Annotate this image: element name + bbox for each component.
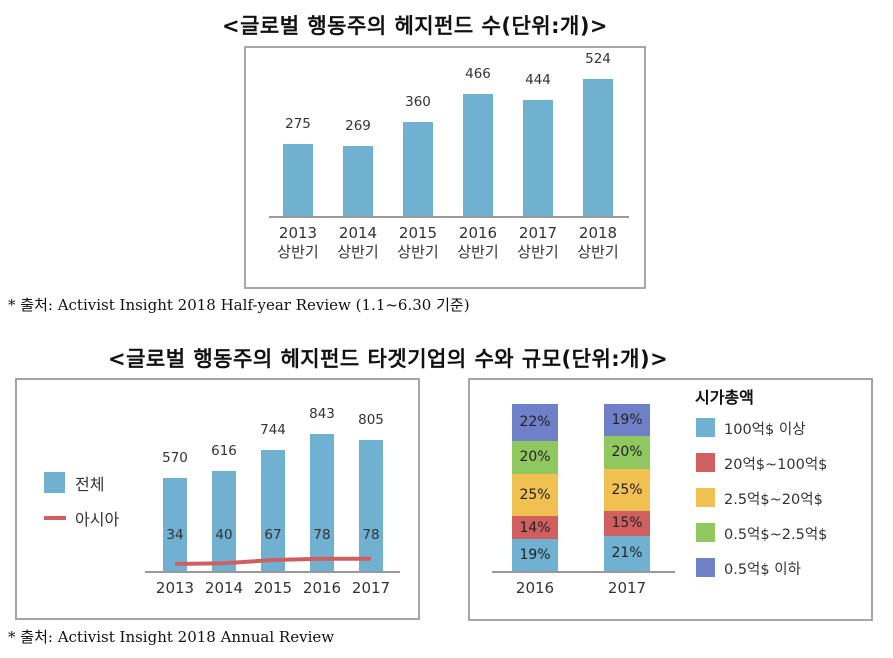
- x-tick: 2013: [155, 579, 195, 597]
- x-tick-year: 2016: [458, 224, 498, 242]
- bar-value-label: 444: [525, 71, 551, 88]
- legend-title: 시가총액: [695, 388, 754, 407]
- bottom-source-note: * 출처: Activist Insight 2018 Annual Revie…: [8, 628, 335, 646]
- top-chart-frame: 275 2013 상반기 269 2014 상반기 360 2015 상반기 466 2016 상반기…: [244, 46, 646, 289]
- x-tick: 2014: [204, 579, 244, 597]
- top-chart-plot: 275 2013 상반기 269 2014 상반기 360 2015 상반기 466 2016 상반기…: [246, 48, 644, 287]
- stack-segment: 20%: [512, 440, 558, 475]
- bar-value-label: 524: [585, 50, 611, 67]
- bar: [283, 144, 313, 216]
- x-tick-year: 2015: [398, 224, 438, 242]
- x-tick-year: 2013: [278, 224, 318, 242]
- bar-value-label: 269: [345, 117, 371, 134]
- x-tick-year: 2017: [518, 224, 558, 242]
- legend-swatch: [696, 453, 715, 472]
- bar-total: [212, 470, 236, 571]
- top-chart-title: <글로벌 행동주의 헤지펀드 수(단위:개)>: [222, 14, 609, 38]
- asia-line: [174, 556, 371, 566]
- legend-label-total: 전체: [75, 475, 105, 494]
- x-tick-year: 2014: [338, 224, 378, 242]
- bar-value-label: 843: [309, 406, 335, 422]
- x-tick-period: 상반기: [337, 243, 379, 261]
- x-axis: [145, 571, 400, 573]
- bar-total: [261, 450, 285, 571]
- stacked-bar: 19% 14% 25% 20% 22%: [512, 380, 558, 619]
- stack-segment: 15%: [604, 510, 650, 536]
- x-tick: 2017: [607, 579, 647, 597]
- legend-line-asia: [44, 516, 66, 520]
- x-tick-year: 2018: [578, 224, 618, 242]
- top-source-note: * 출처: Activist Insight 2018 Half-year Re…: [8, 296, 470, 314]
- x-axis: [269, 216, 629, 218]
- bar-total: [310, 434, 334, 571]
- bar: [463, 94, 493, 216]
- stacked-bar: 21% 15% 25% 20% 19%: [604, 380, 650, 619]
- bottom-chart-title: <글로벌 행동주의 헤지펀드 타겟기업의 수와 규모(단위:개)>: [108, 347, 669, 371]
- legend-label: 2.5억$~20억$: [724, 492, 823, 508]
- legend-label: 100억$ 이상: [724, 422, 806, 438]
- x-tick-period: 상반기: [577, 243, 619, 261]
- x-tick-period: 상반기: [277, 243, 319, 261]
- x-tick: 2017: [351, 579, 391, 597]
- legend-label: 0.5억$ 이하: [724, 562, 801, 578]
- market-cap-legend: 100억$ 이상 20억$~100억$ 2.5억$~20억$ 0.5억$~2.5억$ 0…: [470, 380, 871, 619]
- bar-value-label: 466: [465, 66, 491, 83]
- x-tick-period: 상반기: [457, 243, 499, 261]
- legend-label: 20억$~100억$: [724, 457, 828, 473]
- x-axis: [492, 571, 675, 573]
- market-cap-chart-frame: 19% 14% 25% 20% 22% 2016 21% 15% 25% 20% 19% 2017 1…: [468, 378, 873, 621]
- stack-segment: 14%: [512, 515, 558, 540]
- bar-total: [359, 440, 383, 571]
- stack-segment: 20%: [604, 435, 650, 470]
- bar-value-label: 805: [358, 412, 384, 429]
- bar-value-label: 360: [405, 93, 431, 110]
- bar-value-label: 744: [260, 422, 286, 439]
- legend-swatch: [696, 418, 715, 437]
- bar-value-label: 570: [162, 450, 188, 467]
- asia-value-label: 40: [215, 527, 233, 543]
- stack-segment: 25%: [604, 469, 650, 511]
- bar: [583, 78, 613, 216]
- x-tick: 2016: [302, 579, 342, 597]
- asia-value-label: 34: [166, 527, 184, 543]
- legend-swatch-total: [44, 472, 65, 493]
- stack-segment: 25%: [512, 474, 558, 516]
- bar: [523, 99, 553, 216]
- asia-value-label: 67: [264, 527, 282, 543]
- target-count-plot: 570 34 2013 616 40 2014 744 67 2015 843 78 2016 805 7…: [17, 380, 418, 618]
- asia-value-label: 78: [313, 527, 331, 543]
- x-tick: 2016: [515, 579, 555, 597]
- stack-segment: 19%: [512, 539, 558, 571]
- legend-label-asia: 아시아: [75, 510, 120, 529]
- bar-total: [163, 478, 187, 571]
- bar: [403, 121, 433, 216]
- legend-swatch: [696, 558, 715, 577]
- asia-value-label: 78: [362, 527, 380, 543]
- legend-swatch: [696, 523, 715, 542]
- x-tick-period: 상반기: [517, 243, 559, 261]
- stack-segment: 19%: [604, 404, 650, 436]
- bar-value-label: 616: [211, 442, 237, 459]
- x-tick: 2015: [253, 579, 293, 597]
- bar-value-label: 275: [285, 116, 311, 133]
- bar: [343, 145, 373, 216]
- target-count-chart-frame: 전체 아시아 570 34 2013 616 40 2014 744 67 2015 843 78 2…: [15, 378, 420, 620]
- stack-segment: 21%: [604, 535, 650, 571]
- legend-swatch: [696, 488, 715, 507]
- market-cap-plot: 19% 14% 25% 20% 22% 2016 21% 15% 25% 20% 19% 2017: [470, 380, 871, 619]
- x-tick-period: 상반기: [397, 243, 439, 261]
- stack-segment: 22%: [512, 404, 558, 441]
- legend-label: 0.5억$~2.5억$: [724, 527, 828, 543]
